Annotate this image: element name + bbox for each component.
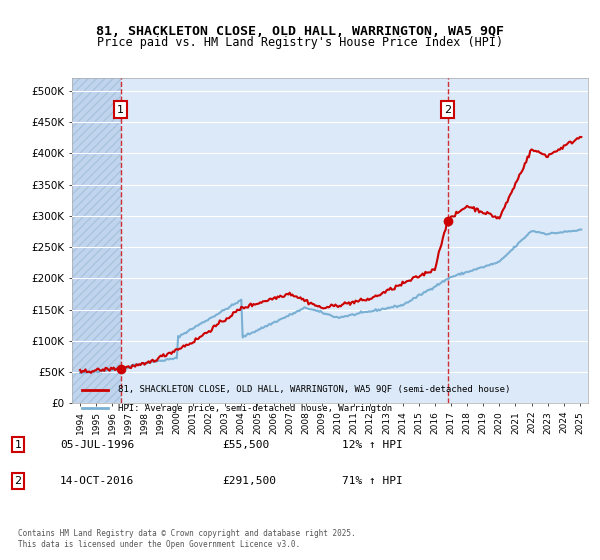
Text: £55,500: £55,500 (222, 440, 269, 450)
Bar (72, 78, 121, 403)
Text: Price paid vs. HM Land Registry's House Price Index (HPI): Price paid vs. HM Land Registry's House … (97, 36, 503, 49)
Text: Contains HM Land Registry data © Crown copyright and database right 2025.
This d: Contains HM Land Registry data © Crown c… (18, 529, 356, 549)
Text: 2: 2 (444, 105, 451, 115)
Text: HPI: Average price, semi-detached house, Warrington: HPI: Average price, semi-detached house,… (118, 404, 392, 413)
Text: 2: 2 (14, 476, 22, 486)
Text: 81, SHACKLETON CLOSE, OLD HALL, WARRINGTON, WA5 9QF: 81, SHACKLETON CLOSE, OLD HALL, WARRINGT… (96, 25, 504, 38)
Text: 1: 1 (117, 105, 124, 115)
Text: 12% ↑ HPI: 12% ↑ HPI (342, 440, 403, 450)
Text: 05-JUL-1996: 05-JUL-1996 (60, 440, 134, 450)
Text: 81, SHACKLETON CLOSE, OLD HALL, WARRINGTON, WA5 9QF (semi-detached house): 81, SHACKLETON CLOSE, OLD HALL, WARRINGT… (118, 385, 511, 394)
Text: 14-OCT-2016: 14-OCT-2016 (60, 476, 134, 486)
Text: £291,500: £291,500 (222, 476, 276, 486)
Text: 71% ↑ HPI: 71% ↑ HPI (342, 476, 403, 486)
Bar (72, 78, 121, 403)
Text: 1: 1 (14, 440, 22, 450)
